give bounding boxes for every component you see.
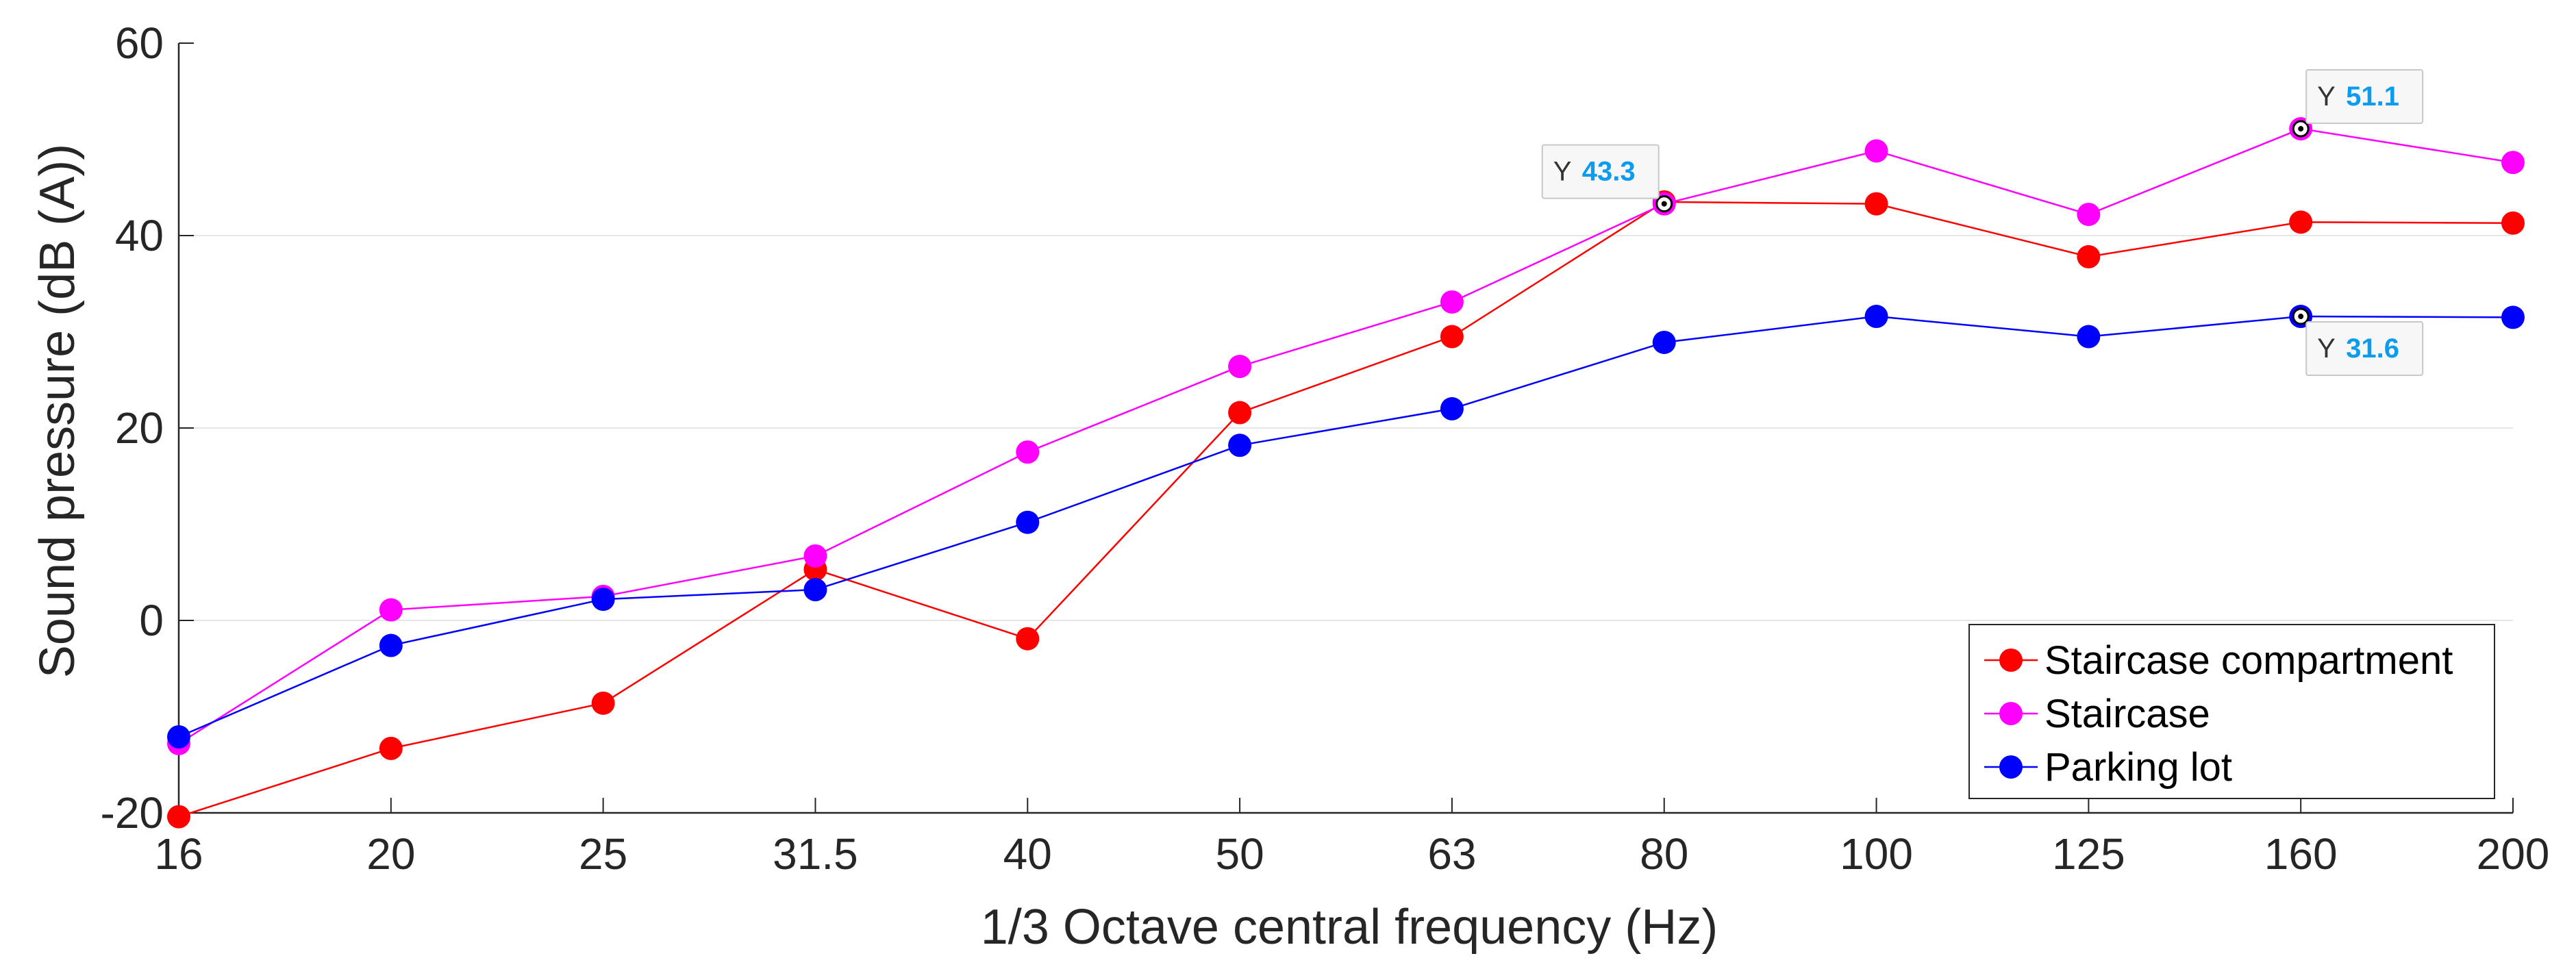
y-axis-title: Sound pressure (dB (A)) xyxy=(30,144,85,678)
data-point xyxy=(1016,510,1040,534)
datatip: Y 31.6 xyxy=(2292,307,2424,377)
datatip-value: 43.3 xyxy=(1582,157,1636,187)
datatip-value: 51.1 xyxy=(2346,81,2399,112)
data-point xyxy=(1440,290,1464,314)
data-point xyxy=(1864,139,1888,163)
x-tick-label: 100 xyxy=(1840,829,1913,879)
datatip-marker-dot xyxy=(1661,201,1667,207)
y-tick-label: 20 xyxy=(115,403,164,453)
data-point xyxy=(379,633,403,657)
data-point xyxy=(1228,355,1252,379)
x-tick-label: 16 xyxy=(154,829,203,879)
series-lines xyxy=(167,117,2525,829)
series-line xyxy=(178,315,2514,738)
data-point xyxy=(379,736,403,760)
data-point xyxy=(2501,211,2525,235)
datatip-y-label: Y xyxy=(2317,334,2336,364)
legend-label: Staircase compartment xyxy=(2044,638,2453,683)
datatip-y-label: Y xyxy=(2317,81,2336,112)
data-point xyxy=(591,588,615,612)
data-point xyxy=(167,805,190,829)
datatip-box xyxy=(2305,69,2424,125)
x-tick-label: 25 xyxy=(579,829,627,879)
data-point xyxy=(803,544,827,568)
data-point xyxy=(2077,203,2101,227)
legend-item: Staircase compartment xyxy=(1984,638,2453,683)
datatip-box xyxy=(1541,144,1660,199)
x-tick-label: 20 xyxy=(366,829,415,879)
datatip-box xyxy=(2305,321,2424,377)
data-point xyxy=(1016,627,1040,651)
datatip-marker-dot xyxy=(2298,314,2304,320)
data-point xyxy=(1228,401,1252,425)
legend-item: Parking lot xyxy=(1984,745,2232,790)
data-point xyxy=(1228,433,1252,457)
legend-marker xyxy=(1999,649,2023,672)
series-staircase-compartment xyxy=(167,190,2525,829)
datatip-marker-dot xyxy=(2298,126,2304,132)
x-tick-label: 80 xyxy=(1640,829,1688,879)
data-point xyxy=(1440,397,1464,420)
data-point xyxy=(2077,325,2101,349)
x-tick-label: 160 xyxy=(2264,829,2338,879)
data-point xyxy=(167,725,190,749)
x-tick-label: 31.5 xyxy=(773,829,858,879)
data-point xyxy=(803,578,827,602)
series-staircase xyxy=(167,117,2525,755)
y-tick-label: 40 xyxy=(115,211,164,260)
legend-label: Parking lot xyxy=(2044,745,2232,790)
data-point xyxy=(591,691,615,715)
x-tick-label: 63 xyxy=(1427,829,1476,879)
data-point xyxy=(1016,440,1040,464)
legend-marker xyxy=(1999,702,2023,725)
y-tick-label: 60 xyxy=(115,18,164,68)
data-point xyxy=(379,598,403,622)
x-axis-title: 1/3 Octave central frequency (Hz) xyxy=(981,900,1718,955)
legend-item: Staircase xyxy=(1984,692,2210,736)
datatip: Y 51.1 xyxy=(2292,69,2424,138)
series-line xyxy=(178,127,2514,744)
y-tick-label: 0 xyxy=(139,596,164,645)
y-tick-label: -20 xyxy=(101,788,164,838)
data-point xyxy=(1864,192,1888,216)
x-tick-label: 50 xyxy=(1215,829,1264,879)
datatip-value: 31.6 xyxy=(2346,334,2399,364)
grid-lines xyxy=(179,235,2513,621)
data-point xyxy=(2077,244,2101,268)
x-tick-label: 200 xyxy=(2477,829,2550,879)
datatip-y-label: Y xyxy=(1553,157,1572,187)
data-point xyxy=(1440,325,1464,349)
data-point xyxy=(1652,330,1676,354)
data-point xyxy=(2501,305,2525,329)
legend-marker xyxy=(1999,755,2023,779)
legend: Staircase compartment Staircase Parking lo… xyxy=(1968,624,2495,799)
legend-label: Staircase xyxy=(2044,692,2210,736)
axes: -20 0 20 40 60 16 20 25 31.5 40 50 63 80 100 125 160 200 xyxy=(101,18,2550,879)
data-point xyxy=(1864,305,1888,329)
x-tick-label: 125 xyxy=(2052,829,2125,879)
data-point xyxy=(2501,151,2525,175)
data-point xyxy=(2289,210,2313,234)
datatip: Y 43.3 xyxy=(1541,144,1673,213)
x-tick-label: 40 xyxy=(1003,829,1052,879)
series-line xyxy=(178,201,2514,818)
legend-box xyxy=(1968,624,2495,799)
data-tips: Y 43.3 Y 51.1 Y 31.6 xyxy=(1541,69,2424,377)
